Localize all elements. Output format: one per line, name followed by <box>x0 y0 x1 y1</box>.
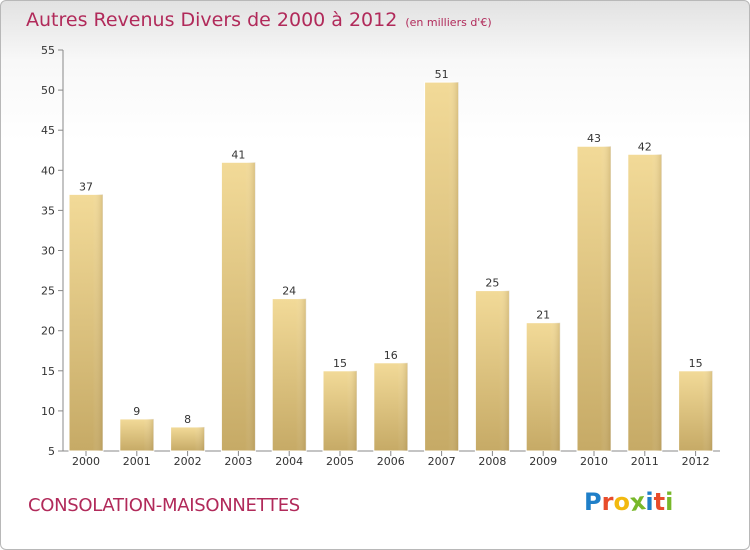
data-label: 51 <box>435 68 449 81</box>
data-label: 21 <box>536 309 550 322</box>
logo-letter: i <box>645 488 654 516</box>
chart-title: Autres Revenus Divers de 2000 à 2012 (en … <box>26 9 492 31</box>
bar-shade <box>627 154 662 451</box>
x-tick-label: 2001 <box>123 455 151 468</box>
bar-shade <box>221 162 256 451</box>
bar-shade <box>678 370 713 451</box>
bar-shade <box>170 426 205 451</box>
x-tick-label: 2006 <box>377 455 405 468</box>
y-tick-label: 30 <box>41 245 55 258</box>
x-tick-label: 2007 <box>428 455 456 468</box>
logo-letter: o <box>613 488 630 516</box>
bar-shade <box>69 194 103 452</box>
x-tick-label: 2008 <box>478 455 506 468</box>
x-tick-label: 2000 <box>72 455 100 468</box>
y-tick-label: 50 <box>41 84 55 97</box>
data-label: 24 <box>282 285 296 298</box>
data-label: 9 <box>133 405 140 418</box>
bar-shade <box>272 298 307 451</box>
data-label: 37 <box>79 180 93 193</box>
bar-shade <box>526 322 561 451</box>
bar-shade <box>119 418 154 451</box>
data-label: 8 <box>184 413 191 426</box>
data-label: 16 <box>384 349 398 362</box>
logo-letter: P <box>584 488 602 516</box>
proxiti-logo: Proxiti <box>584 487 674 517</box>
location-label: CONSOLATION-MAISONNETTES <box>28 495 300 516</box>
x-tick-label: 2002 <box>174 455 202 468</box>
data-label: 42 <box>638 140 652 153</box>
x-tick-label: 2003 <box>224 455 252 468</box>
bar-shade <box>424 82 459 451</box>
data-label: 43 <box>587 132 601 145</box>
y-tick-label: 20 <box>41 325 55 338</box>
x-tick-label: 2009 <box>529 455 557 468</box>
x-tick-label: 2005 <box>326 455 354 468</box>
data-label: 15 <box>333 357 347 370</box>
logo-letter: x <box>628 487 648 517</box>
bar-shade <box>475 290 510 451</box>
logo-letter: t <box>653 488 666 516</box>
bar-shade <box>577 146 611 452</box>
data-label: 15 <box>689 357 703 370</box>
y-tick-label: 15 <box>41 365 55 378</box>
y-tick-label: 25 <box>41 285 55 298</box>
y-tick-label: 55 <box>41 44 55 57</box>
chart-subtitle: (en milliers d'€) <box>405 16 492 29</box>
y-tick-label: 10 <box>41 405 55 418</box>
x-tick-label: 2004 <box>275 455 303 468</box>
data-label: 25 <box>485 277 499 290</box>
x-tick-label: 2010 <box>580 455 608 468</box>
x-tick-label: 2012 <box>682 455 710 468</box>
bar-shade <box>373 362 408 451</box>
chart-title-text: Autres Revenus Divers de 2000 à 2012 <box>26 9 398 31</box>
x-tick-label: 2011 <box>631 455 659 468</box>
y-tick-label: 45 <box>41 124 55 137</box>
y-tick-label: 35 <box>41 204 55 217</box>
logo-letter: i <box>665 488 674 516</box>
logo-letter: r <box>601 488 614 516</box>
bar-shade <box>323 370 357 451</box>
data-label: 41 <box>231 148 245 161</box>
y-tick-label: 5 <box>48 445 55 458</box>
y-tick-label: 40 <box>41 164 55 177</box>
